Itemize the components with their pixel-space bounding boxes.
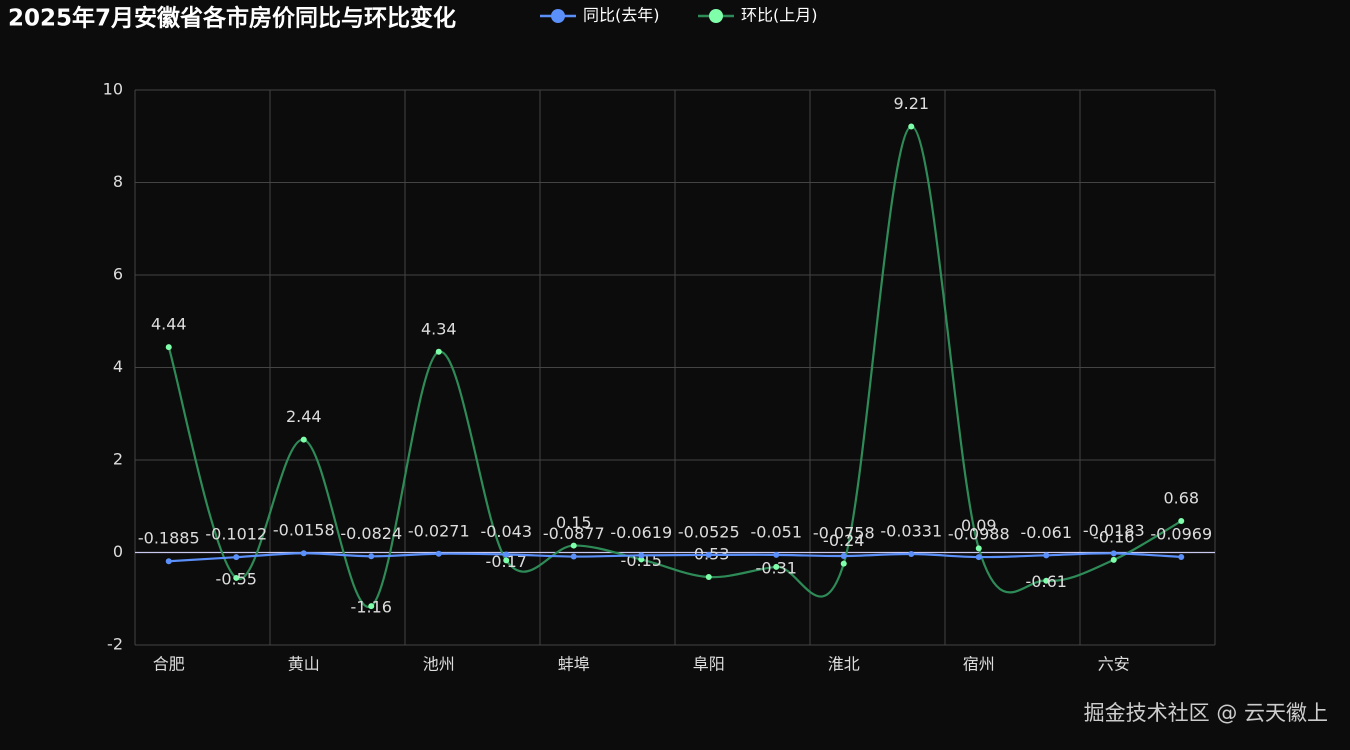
data-label: 0.68: [1163, 489, 1199, 508]
chart-title: 2025年7月安徽省各市房价同比与环比变化: [8, 5, 456, 32]
data-label: -0.0969: [1150, 524, 1212, 543]
data-label: -0.0877: [543, 524, 605, 543]
point: [233, 574, 240, 581]
x-tick-label: 宿州: [963, 655, 995, 674]
point: [570, 542, 577, 549]
data-label: -0.31: [756, 558, 797, 577]
point: [638, 552, 645, 559]
point: [300, 550, 307, 557]
x-tick-label: 六安: [1098, 655, 1130, 674]
point: [975, 554, 982, 561]
data-label: -0.0525: [678, 522, 740, 541]
point: [705, 574, 712, 581]
y-tick-label: 2: [113, 450, 123, 469]
data-label: 0.15: [556, 513, 592, 532]
data-label: -0.1885: [138, 529, 200, 548]
watermark: 掘金技术社区 @ 云天徽上: [1084, 701, 1328, 725]
legend-marker: [551, 9, 565, 23]
legend-marker: [709, 9, 723, 23]
y-tick-label: 6: [113, 265, 123, 284]
point: [368, 553, 375, 560]
point: [705, 551, 712, 558]
point: [1110, 556, 1117, 563]
legend-label[interactable]: 环比(上月): [741, 6, 818, 25]
data-label: -0.0331: [880, 522, 942, 541]
legend-label[interactable]: 同比(去年): [583, 6, 660, 25]
data-label: -0.061: [1020, 523, 1072, 542]
point: [1110, 550, 1117, 557]
y-tick-label: 4: [113, 357, 123, 376]
point: [165, 558, 172, 565]
data-label: -1.16: [351, 598, 392, 617]
point: [300, 436, 307, 443]
y-tick-label: -2: [107, 635, 123, 654]
series-line: [168, 552, 1182, 563]
data-label: -0.0271: [408, 521, 470, 540]
data-label: -0.55: [216, 569, 257, 588]
data-label: -0.0158: [273, 521, 335, 540]
data-label: 4.34: [421, 319, 457, 338]
point: [1043, 552, 1050, 559]
data-label: -0.0183: [1083, 521, 1145, 540]
point: [975, 545, 982, 552]
data-label: -0.051: [750, 522, 802, 541]
data-label: -0.24: [823, 531, 864, 550]
data-label: -0.0988: [948, 525, 1010, 544]
point: [840, 560, 847, 567]
y-tick-label: 8: [113, 172, 123, 191]
y-tick-label: 0: [113, 542, 123, 561]
data-label: -0.0758: [813, 524, 875, 543]
data-label: -0.0824: [340, 524, 402, 543]
data-label: -0.16: [1093, 527, 1134, 546]
x-tick-label: 蚌埠: [558, 655, 590, 674]
x-tick-label: 池州: [423, 655, 455, 674]
point: [503, 557, 510, 564]
x-tick-label: 黄山: [288, 655, 320, 674]
point: [368, 603, 375, 610]
data-label: -0.043: [480, 522, 532, 541]
point: [233, 554, 240, 561]
x-tick-label: 淮北: [828, 655, 860, 674]
point: [840, 553, 847, 560]
point: [165, 344, 172, 351]
data-label: 9.21: [893, 94, 929, 113]
point: [773, 563, 780, 570]
point: [570, 553, 577, 560]
x-tick-label: 阜阳: [693, 655, 725, 674]
point: [908, 551, 915, 558]
data-label: 0.09: [961, 516, 997, 535]
point: [1178, 518, 1185, 525]
data-label: 2.44: [286, 407, 322, 426]
data-label: -0.17: [486, 552, 527, 571]
y-tick-label: 10: [103, 80, 123, 99]
data-label: 4.44: [151, 315, 187, 334]
data-label: -0.1012: [205, 525, 267, 544]
point: [773, 551, 780, 558]
point: [1043, 577, 1050, 584]
x-tick-label: 合肥: [153, 655, 185, 674]
series-line: [167, 125, 1182, 608]
point: [1178, 553, 1185, 560]
point: [503, 551, 510, 558]
data-label: -0.61: [1026, 572, 1067, 591]
point: [435, 348, 442, 355]
data-label: -0.0619: [610, 523, 672, 542]
point: [908, 123, 915, 130]
point: [435, 550, 442, 557]
